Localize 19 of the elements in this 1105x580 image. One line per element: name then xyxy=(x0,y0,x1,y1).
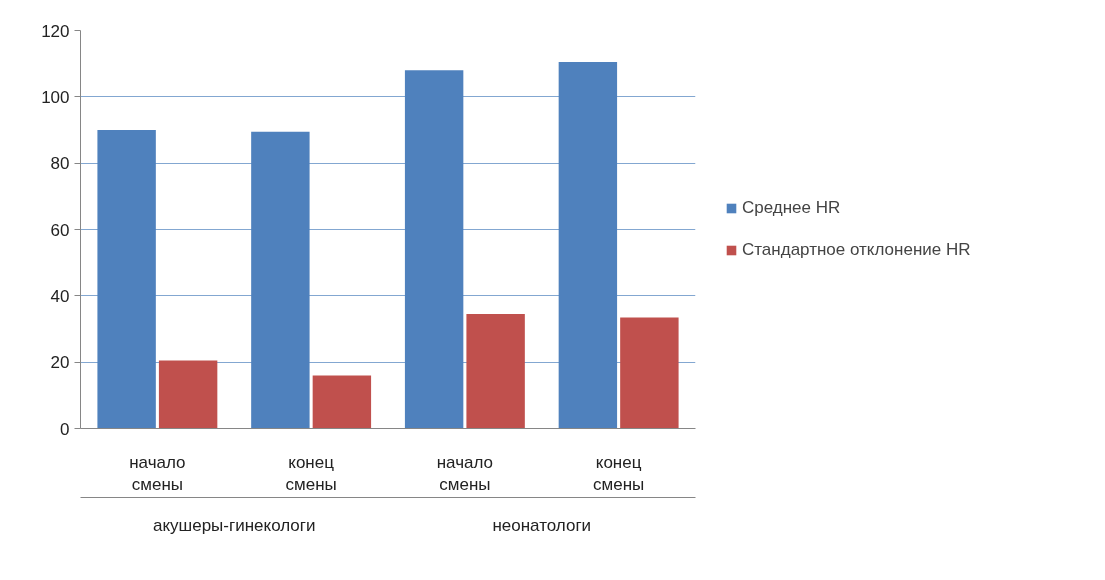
x-tick-label: конец смены xyxy=(285,452,337,495)
y-tick-label: 40 xyxy=(50,286,70,306)
legend-label: Среднее HR xyxy=(742,198,841,218)
y-tick-label: 20 xyxy=(50,353,70,373)
y-tick-label: 80 xyxy=(50,154,70,174)
legend-label: Стандартное отклонение HR xyxy=(742,240,971,260)
y-tick-label: 60 xyxy=(50,220,70,240)
bar xyxy=(620,317,679,429)
y-tick-label: 100 xyxy=(41,87,70,107)
x-tick-label: начало смены xyxy=(129,452,186,495)
y-tick-label: 120 xyxy=(41,21,70,41)
text: неонатологи xyxy=(492,515,592,535)
x-tick-label: конец смены xyxy=(593,452,645,495)
text: акушеры-гинекологи xyxy=(152,515,316,535)
y-tick-label: 0 xyxy=(60,419,70,439)
bar xyxy=(312,375,372,429)
bar xyxy=(466,314,525,429)
bar xyxy=(158,360,218,429)
x-tick-label: начало смены xyxy=(436,452,494,495)
